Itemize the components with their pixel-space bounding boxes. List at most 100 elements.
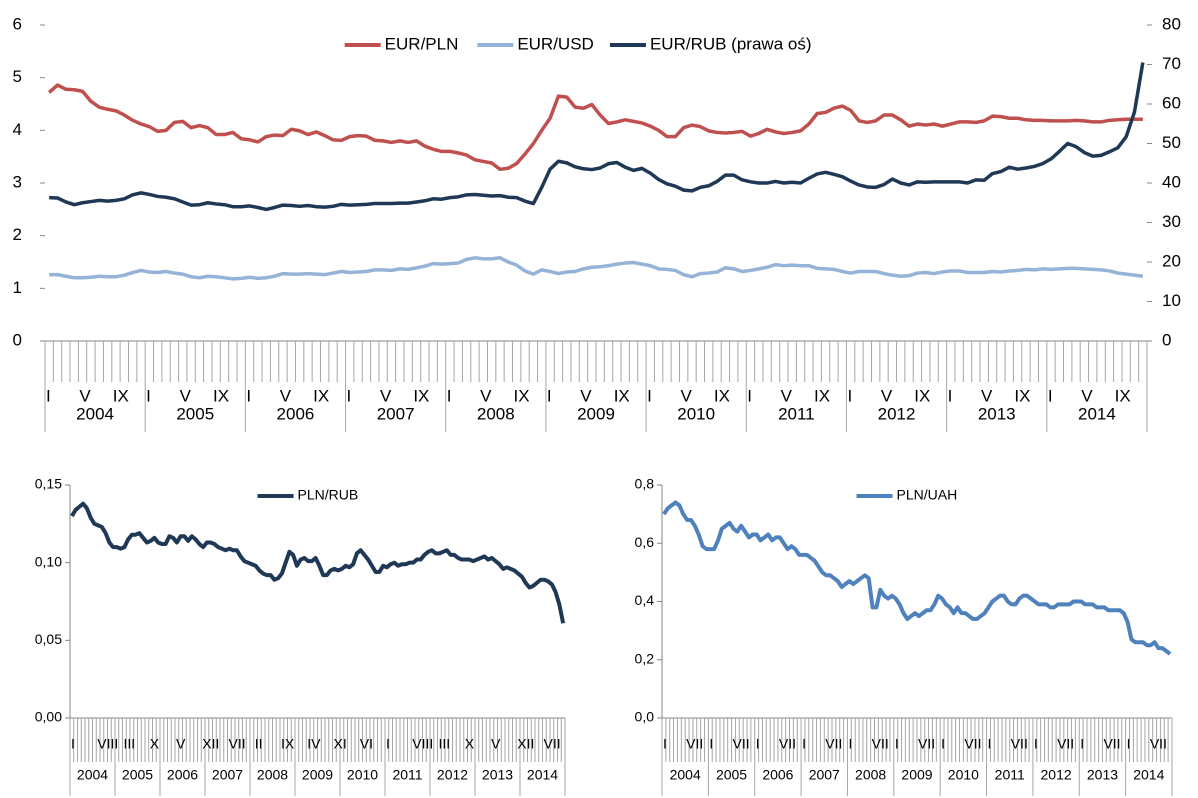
x-tick-label: I (347, 386, 352, 405)
year-label: 2011 (392, 767, 422, 783)
x-tick-label: V (1081, 386, 1093, 405)
legend-label: EUR/RUB (prawa oś) (650, 34, 812, 53)
x-tick-label: IX (514, 386, 530, 405)
y-tick-label: 1 (13, 278, 22, 297)
year-label: 2014 (1078, 404, 1116, 423)
x-tick-label: I (46, 386, 51, 405)
year-label: 2007 (809, 767, 840, 783)
series-line (70, 501, 566, 624)
x-tick-label: I (1034, 736, 1038, 752)
year-label: 2009 (577, 404, 615, 423)
legend-label: PLN/RUB (298, 487, 359, 503)
x-tick-label: V (176, 736, 186, 752)
x-tick-label: IX (814, 386, 830, 405)
x-tick-label: II (255, 736, 263, 752)
y-tick-label: 3 (13, 172, 22, 191)
series-line (48, 83, 1143, 172)
x-tick-label: VII (1150, 736, 1167, 752)
year-label: 2004 (77, 767, 108, 783)
x-tick-label: I (547, 386, 552, 405)
x-tick-label: I (447, 386, 452, 405)
x-tick-label: V (180, 386, 192, 405)
year-label: 2014 (1133, 767, 1164, 783)
x-tick-label: VI (360, 736, 373, 752)
x-tick-label: I (802, 736, 806, 752)
year-label: 2012 (878, 404, 916, 423)
x-tick-label: IX (313, 386, 329, 405)
year-label: 2008 (477, 404, 515, 423)
x-tick-label: X (465, 736, 475, 752)
y2-tick-label: 60 (1162, 93, 1181, 112)
x-tick-label: VII (964, 736, 981, 752)
x-tick-label: IX (1014, 386, 1030, 405)
x-tick-label: I (663, 736, 667, 752)
x-tick-label: I (941, 736, 945, 752)
x-tick-label: VII (686, 736, 703, 752)
x-tick-label: V (79, 386, 91, 405)
legend-label: EUR/PLN (385, 34, 459, 53)
x-tick-label: IV (307, 736, 321, 752)
x-tick-label: VII (825, 736, 842, 752)
x-tick-label: V (491, 736, 501, 752)
x-tick-label: I (756, 736, 760, 752)
y-tick-label: 0,00 (35, 709, 62, 725)
x-tick-label: I (895, 736, 899, 752)
x-tick-label: I (386, 736, 390, 752)
y2-tick-label: 10 (1162, 291, 1181, 310)
y-tick-label: 0,8 (635, 476, 655, 492)
x-tick-label: I (71, 736, 75, 752)
year-label: 2008 (257, 767, 288, 783)
x-tick-label: I (847, 386, 852, 405)
x-tick-label: VII (918, 736, 935, 752)
year-label: 2013 (978, 404, 1016, 423)
x-tick-label: V (680, 386, 692, 405)
y-tick-label: 0,0 (635, 709, 655, 725)
x-tick-label: I (1127, 736, 1131, 752)
y2-tick-label: 0 (1162, 330, 1171, 349)
x-tick-label: IX (113, 386, 129, 405)
x-tick-label: V (981, 386, 993, 405)
y-tick-label: 6 (13, 14, 22, 33)
x-tick-label: I (146, 386, 151, 405)
x-tick-label: VIII (97, 736, 118, 752)
x-tick-label: I (747, 386, 752, 405)
x-tick-label: I (1080, 736, 1084, 752)
year-label: 2014 (527, 767, 558, 783)
x-tick-label: XI (334, 736, 347, 752)
x-tick-label: IX (281, 736, 295, 752)
y-tick-label: 0,10 (35, 553, 62, 569)
year-label: 2006 (762, 767, 793, 783)
year-label: 2005 (716, 767, 747, 783)
year-label: 2012 (437, 767, 468, 783)
year-label: 2006 (167, 767, 198, 783)
x-tick-label: I (988, 736, 992, 752)
year-label: 2009 (302, 767, 333, 783)
x-tick-label: I (948, 386, 953, 405)
y-tick-label: 0 (13, 330, 22, 349)
x-tick-label: XII (517, 736, 534, 752)
y-tick-label: 0,2 (635, 650, 655, 666)
x-tick-label: I (848, 736, 852, 752)
x-tick-label: XII (202, 736, 219, 752)
year-label: 2011 (778, 404, 815, 423)
x-tick-label: V (480, 386, 492, 405)
x-tick-label: V (781, 386, 793, 405)
x-tick-label: IX (413, 386, 429, 405)
y-tick-label: 0,6 (635, 534, 655, 550)
x-tick-label: IX (1115, 386, 1131, 405)
year-label: 2008 (855, 767, 886, 783)
x-tick-label: VII (229, 736, 246, 752)
series-line (49, 256, 1144, 281)
year-label: 2010 (677, 404, 715, 423)
x-tick-label: VII (872, 736, 889, 752)
x-tick-label: IX (213, 386, 229, 405)
y-tick-label: 4 (13, 120, 22, 139)
x-tick-label: VII (1057, 736, 1074, 752)
x-tick-label: V (881, 386, 893, 405)
x-tick-label: IX (914, 386, 930, 405)
year-label: 2004 (670, 767, 701, 783)
y2-tick-label: 30 (1162, 212, 1181, 231)
x-tick-label: VII (779, 736, 796, 752)
